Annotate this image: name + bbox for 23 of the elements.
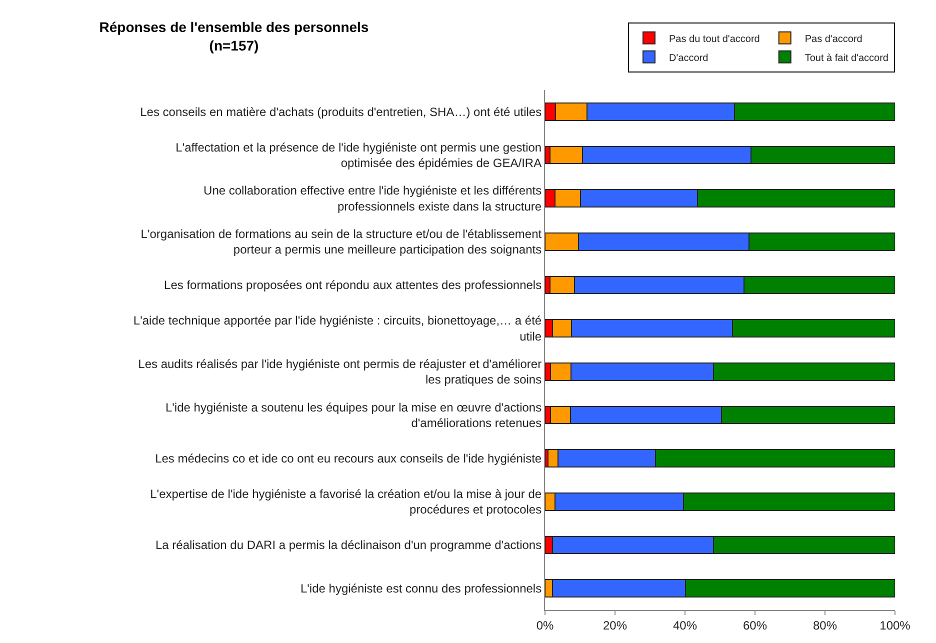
x-tick-label: 20% xyxy=(602,618,628,632)
y-tick-label: L'organisation de formations au sein de la structure et/ou de l'établissement porteur a permis une meilleure participation des soignants xyxy=(140,227,542,257)
y-tick-label: Les formations proposées ont répondu aux attentes des professionnels xyxy=(164,278,542,292)
x-tick-label: 0% xyxy=(536,618,554,632)
x-tick-label: 80% xyxy=(812,618,838,632)
y-tick-label: L'affectation et la présence de l'ide hygiéniste ont permis une gestion optimisée des épidémies de GEA/IRA xyxy=(176,140,542,170)
legend-label: Pas du tout d'accord xyxy=(669,34,760,45)
y-tick-label: L'expertise de l'ide hygiéniste a favorisé la création et/ou la mise à jour de procédures et protocoles xyxy=(150,487,542,517)
legend-label: D'accord xyxy=(669,52,708,64)
y-tick-label: L'ide hygiéniste est connu des professionnels xyxy=(300,582,542,596)
x-tick-label: 60% xyxy=(742,618,768,632)
legend-label: Tout à fait d'accord xyxy=(804,52,888,64)
y-tick-label: Les conseils en matière d'achats (produits d'entretien, SHA…) ont été utiles xyxy=(140,104,542,119)
y-tick-label: L'aide technique apportée par l'ide hygiéniste : circuits, bionettoyage,… a été utile xyxy=(133,314,542,344)
y-tick-label: Une collaboration effective entre l'ide hygiéniste et les différents professionnels existe dans la structure xyxy=(204,184,542,214)
legend-label: Pas d'accord xyxy=(804,34,862,45)
y-tick-label: Les médecins co et ide co ont eu recours aux conseils de l'ide hygiéniste xyxy=(155,452,542,466)
text: Réponses de l'ensemble des personnels (n=157) xyxy=(99,19,369,54)
x-tick-label: 100% xyxy=(880,618,911,632)
y-tick-label: L'ide hygiéniste a soutenu les équipes pour la mise en œuvre d'actions d'améliorations retenues xyxy=(165,400,542,430)
y-tick-label: Les audits réalisés par l'ide hygiéniste ont permis de réajuster et d'améliorer les pratiques de soins xyxy=(138,357,542,387)
y-tick-label: La réalisation du DARI a permis la déclinaison d'un programme d'actions xyxy=(155,538,542,552)
x-tick-label: 40% xyxy=(672,618,698,632)
